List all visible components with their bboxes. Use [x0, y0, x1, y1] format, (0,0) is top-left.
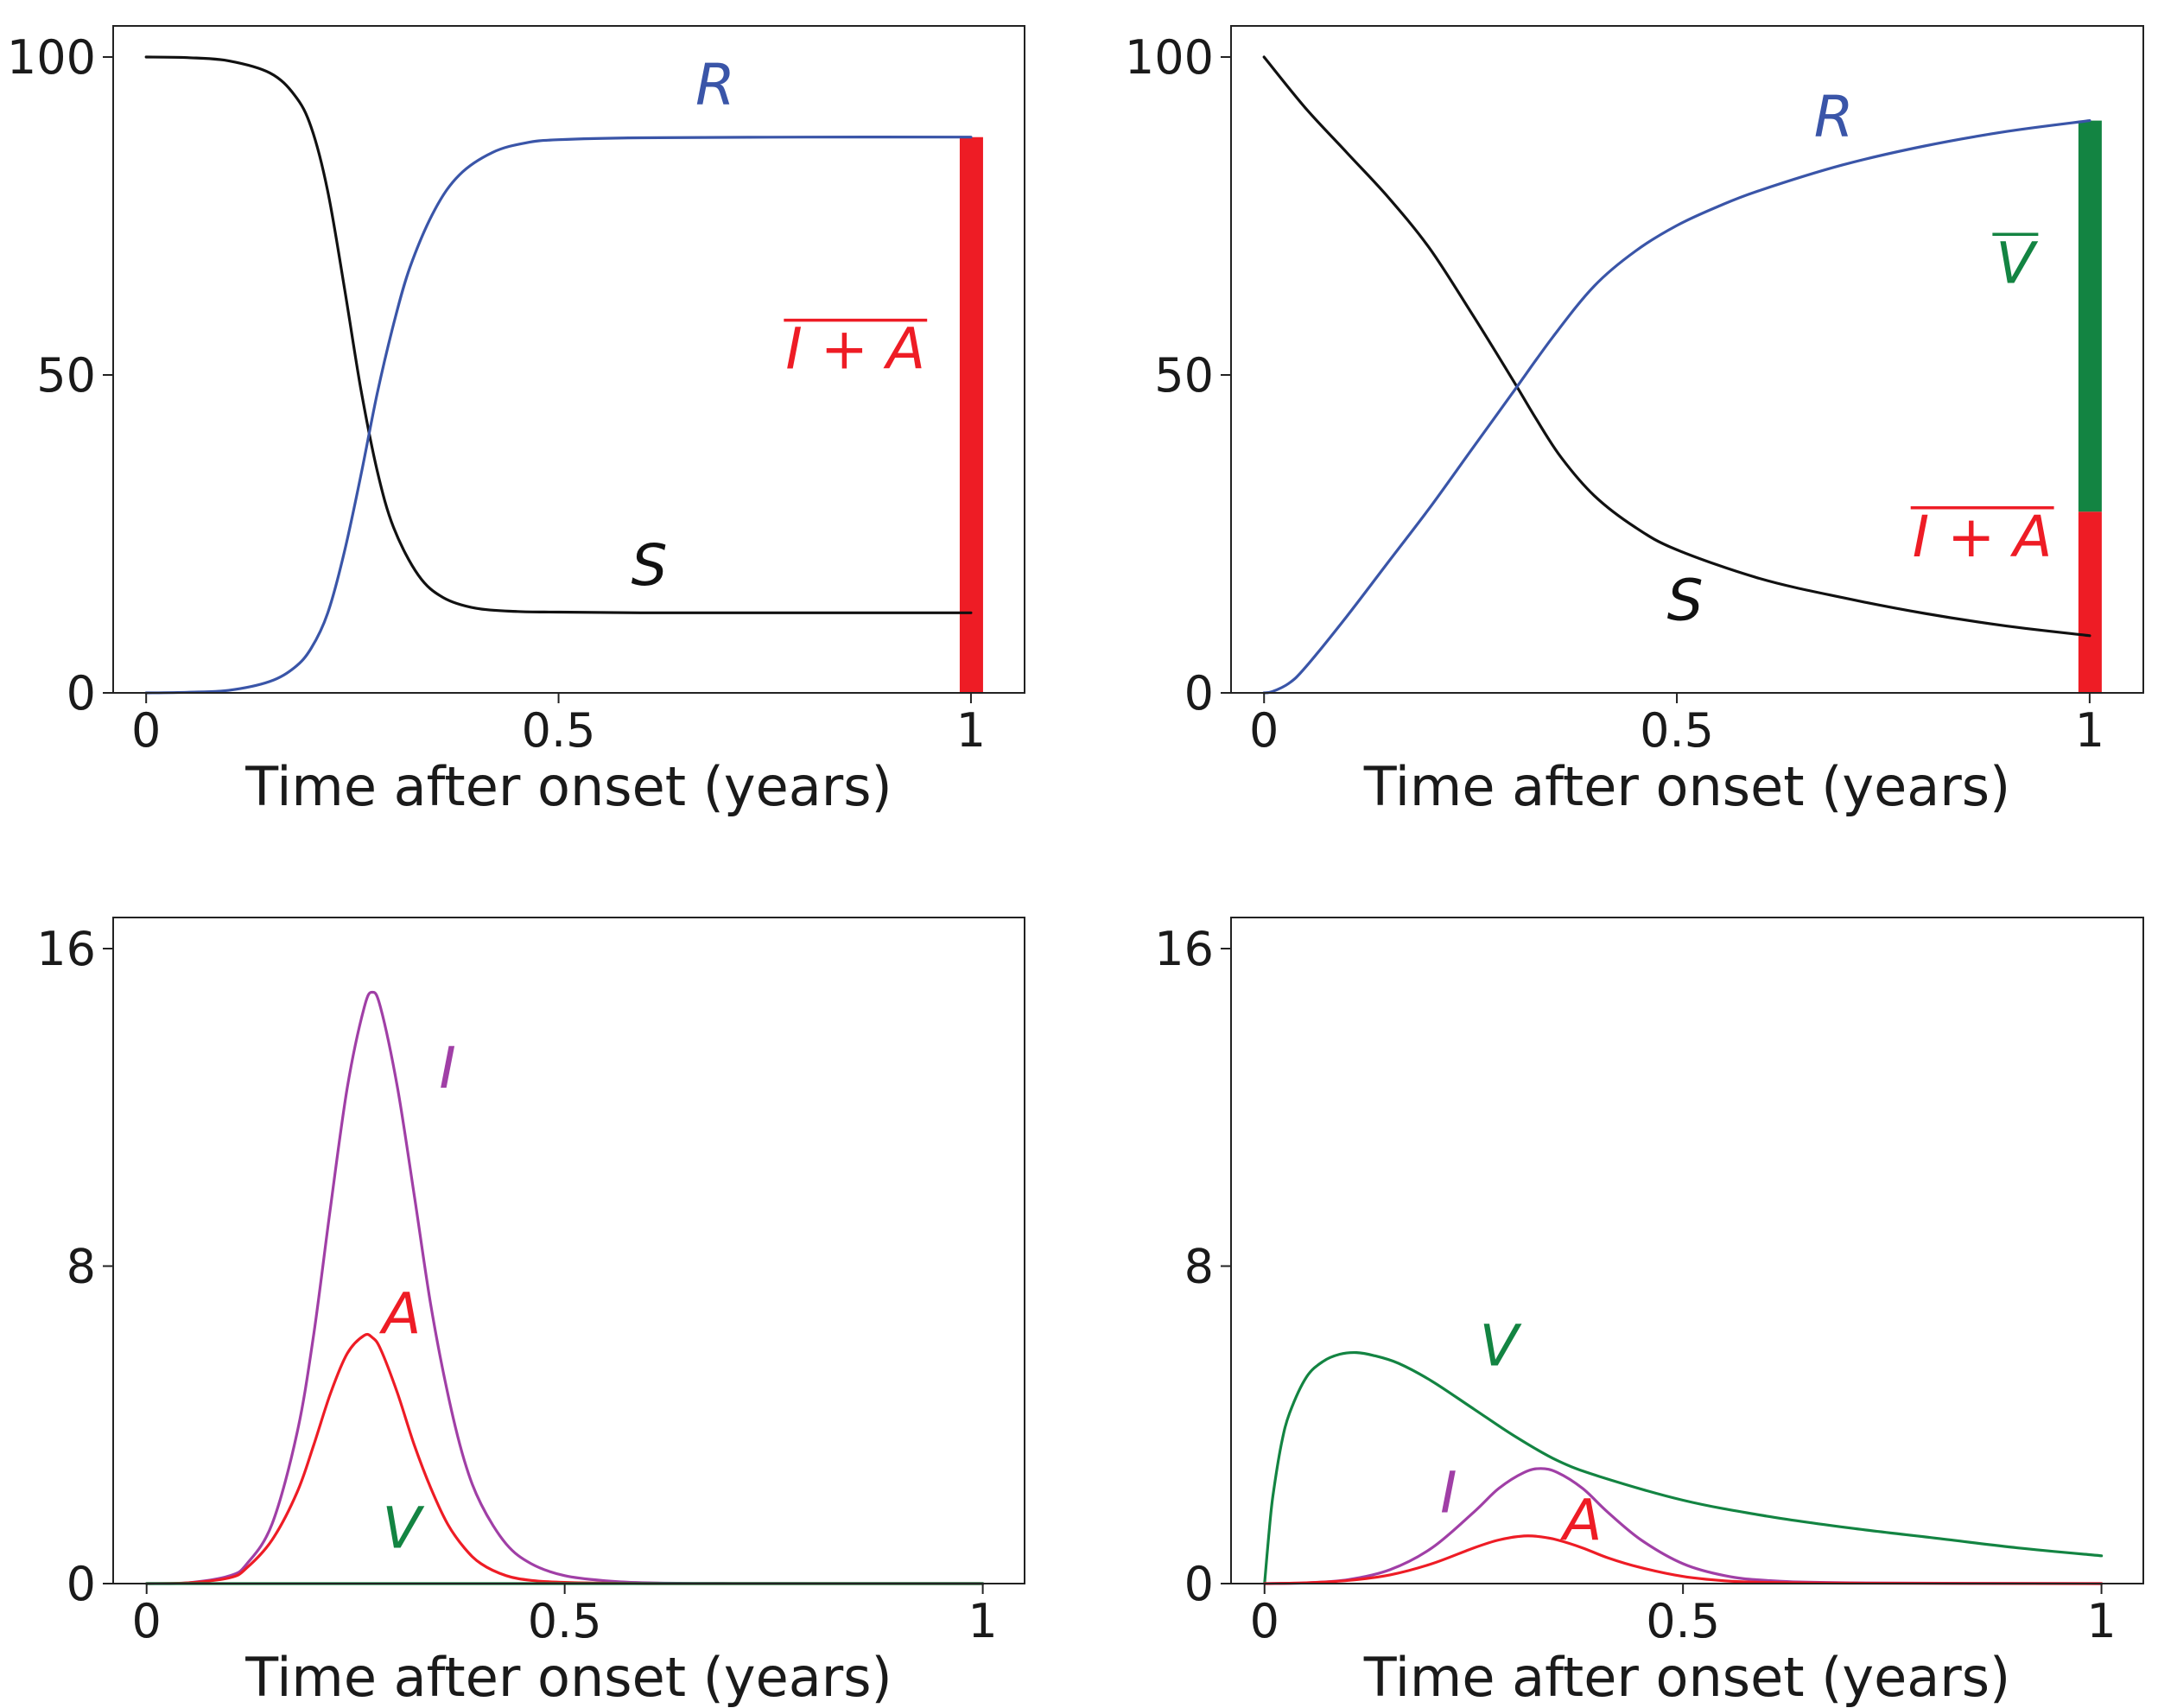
series-r-line	[144, 136, 973, 695]
x-tick-label: 0.5	[528, 1594, 602, 1648]
bar-ia-0	[2078, 511, 2102, 693]
y-tick-label: 100	[1125, 30, 1214, 85]
panel-top-right: 0 0.5 1 0 50 100 Time after onset (years) R V I +…	[1125, 25, 2144, 818]
plot-frame	[112, 25, 1025, 694]
panel-top-left: 0 0.5 1 0 50 100 Time after onset (years) R S I +…	[7, 25, 1025, 818]
plot-frame	[1230, 917, 2144, 1584]
annotation-v: V	[1479, 1312, 1521, 1379]
bar-ia-0	[959, 137, 983, 694]
x-tick-label: 0	[1250, 1594, 1279, 1648]
y-tick-label: 50	[36, 348, 96, 403]
x-tick-label: 0.5	[1640, 703, 1714, 758]
series-a-line	[1263, 1534, 2104, 1585]
series-i-line	[1263, 1467, 2104, 1585]
series-s-line	[144, 55, 973, 614]
annotation-s: S	[1667, 567, 1704, 633]
x-tick-label: 0.5	[1646, 1594, 1720, 1648]
x-axis-label: Time after onset (years)	[244, 1646, 892, 1708]
panel-bottom-left: 0 0.5 1 0 8 16 Time after onset (years) I A V	[36, 917, 1025, 1708]
x-tick-label: 1	[968, 1594, 997, 1648]
x-axis-label: Time after onset (years)	[1363, 1646, 2011, 1708]
y-tick-label: 16	[36, 922, 96, 976]
panel-bottom-right: 0 0.5 1 0 8 16 Time after onset (years) V I A	[1154, 917, 2144, 1708]
y-tick-label: 0	[1184, 666, 1214, 721]
y-tick-label: 50	[1154, 348, 1214, 403]
series-i-line	[145, 990, 985, 1585]
series-a-line	[145, 1332, 985, 1585]
x-tick-label: 0.5	[522, 703, 596, 758]
y-tick-label: 0	[1184, 1557, 1214, 1611]
annotation-ia: I + A	[1913, 504, 2053, 570]
annotation-r: R	[695, 52, 735, 118]
x-tick-label: 1	[2075, 703, 2104, 758]
x-axis-label: Time after onset (years)	[244, 755, 892, 818]
x-tick-label: 1	[956, 703, 986, 758]
annotation-i: I	[1440, 1459, 1457, 1526]
y-tick-label: 0	[67, 1557, 96, 1611]
annotation-v: V	[1996, 230, 2038, 296]
y-tick-label: 0	[67, 666, 96, 721]
plot-frame	[112, 917, 1025, 1584]
plot-frame	[1230, 25, 2144, 694]
annotation-ia: I + A	[785, 316, 925, 383]
annotation-v: V	[382, 1495, 424, 1562]
series-r-line	[1262, 119, 2091, 695]
y-tick-label: 8	[67, 1240, 96, 1294]
annotation-i: I	[439, 1035, 455, 1102]
series-s-line	[1262, 55, 2091, 638]
x-tick-label: 0	[131, 703, 161, 758]
annotation-r: R	[1814, 84, 1854, 150]
annotation-s: S	[632, 532, 668, 599]
x-tick-label: 0	[132, 1594, 162, 1648]
y-tick-label: 8	[1184, 1240, 1214, 1294]
y-tick-label: 100	[7, 30, 96, 85]
x-tick-label: 1	[2086, 1594, 2116, 1648]
series-v-line	[1263, 1350, 2104, 1585]
annotation-a: A	[378, 1281, 421, 1348]
x-tick-label: 0	[1249, 703, 1279, 758]
annotation-a: A	[1559, 1487, 1602, 1553]
y-tick-label: 16	[1154, 922, 1214, 976]
bar-v-1	[2078, 120, 2102, 512]
x-axis-label: Time after onset (years)	[1363, 755, 2011, 818]
